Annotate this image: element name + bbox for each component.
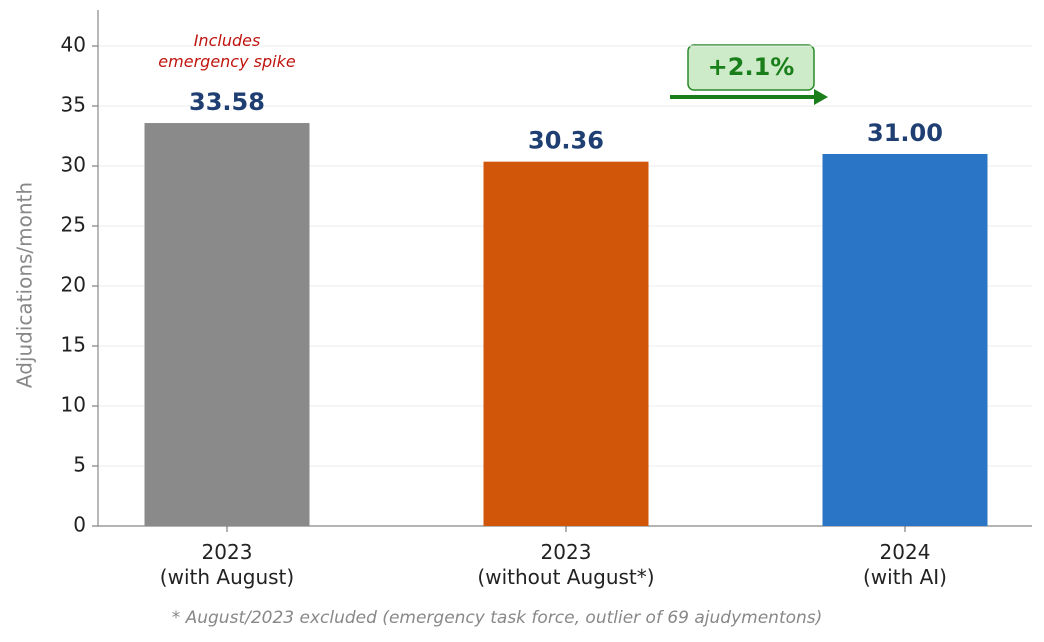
- footnote: * August/2023 excluded (emergency task f…: [171, 608, 823, 628]
- bar: [483, 161, 649, 526]
- arrow-head: [814, 89, 828, 105]
- bar: [822, 154, 988, 526]
- y-tick-label: 20: [61, 273, 86, 297]
- y-tick-label: 30: [61, 153, 86, 177]
- y-tick-label: 0: [73, 513, 86, 537]
- y-tick-label: 10: [61, 393, 86, 417]
- y-axis-label: Adjudications/month: [13, 182, 37, 388]
- y-tick-label: 40: [61, 33, 86, 57]
- bar: [144, 123, 310, 526]
- x-tick-label: 2024 (with AI): [863, 540, 947, 589]
- y-tick-label: 35: [61, 93, 86, 117]
- y-tick-label: 25: [61, 213, 86, 237]
- y-tick-label: 15: [61, 333, 86, 357]
- change-label: +2.1%: [708, 53, 795, 81]
- x-tick-label: 2023 (with August): [159, 540, 295, 589]
- value-label: 30.36: [528, 127, 604, 155]
- y-tick-label: 5: [73, 453, 86, 477]
- annotation: Includes emergency spike: [158, 31, 296, 71]
- x-tick-label: 2023 (without August*): [477, 540, 655, 589]
- change-box: [687, 44, 815, 91]
- value-label: 33.58: [189, 88, 265, 116]
- value-label: 31.00: [867, 119, 943, 147]
